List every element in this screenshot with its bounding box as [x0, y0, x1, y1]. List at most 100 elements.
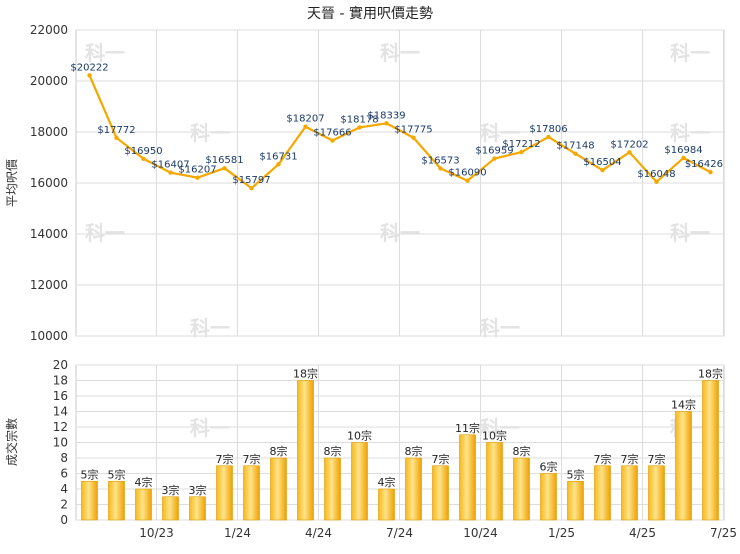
x-tick-label: 7/24	[386, 526, 413, 540]
price-point	[357, 125, 362, 130]
price-data-label: $16426	[685, 159, 723, 170]
price-data-label: $17775	[394, 125, 432, 136]
volume-bar-label: 7宗	[648, 452, 666, 466]
watermark-text: 科一	[85, 41, 125, 65]
watermark-text: 科一	[670, 41, 710, 65]
volume-bar-label: 14宗	[671, 398, 696, 412]
volume-y-tick-label: 4	[60, 482, 68, 496]
volume-bar	[108, 480, 125, 521]
watermark-text: 科一	[190, 121, 230, 145]
watermark-text: 科一	[190, 416, 230, 440]
volume-bar-label: 7宗	[216, 452, 234, 466]
price-data-label: $17806	[529, 124, 567, 135]
volume-bar	[675, 411, 692, 521]
volume-bar	[648, 465, 665, 521]
volume-bar	[405, 457, 422, 521]
price-point	[546, 134, 551, 140]
price-data-label: $17148	[556, 141, 594, 152]
price-data-label: $18339	[367, 110, 405, 121]
volume-bar-label: 7宗	[243, 452, 261, 466]
volume-bar	[378, 488, 395, 521]
price-data-label: $16984	[664, 145, 702, 156]
price-point	[303, 124, 308, 129]
volume-y-tick-label: 10	[53, 436, 68, 450]
price-point	[708, 169, 713, 175]
price-y-tick-label: 18000	[30, 125, 68, 139]
volume-y-tick-label: 14	[53, 405, 68, 419]
price-point	[141, 156, 146, 161]
volume-bar-label: 8宗	[270, 444, 288, 458]
price-data-label: $17666	[313, 128, 351, 139]
price-data-label: $18207	[286, 114, 324, 125]
chart-title: 天晉 - 實用呎價走勢	[307, 5, 433, 22]
volume-bar-series	[81, 380, 719, 521]
price-data-label: $15797	[232, 175, 270, 186]
watermark-text: 科一	[380, 221, 420, 245]
x-tick-label: 1/25	[548, 526, 575, 540]
volume-y-tick-label: 6	[60, 467, 68, 481]
volume-y-tick-label: 8	[60, 451, 68, 465]
price-point	[411, 135, 416, 140]
price-chart-y-axis: 10000 12000 14000 16000 18000 20000 22000	[30, 23, 68, 343]
volume-bar-label: 4宗	[378, 475, 396, 489]
volume-bar-label: 8宗	[405, 444, 423, 458]
price-y-tick-label: 16000	[30, 176, 68, 190]
volume-bar-label: 4宗	[135, 475, 153, 489]
volume-bar	[297, 380, 314, 521]
volume-bar-label: 6宗	[540, 460, 558, 474]
volume-bar	[324, 457, 341, 521]
price-y-tick-label: 20000	[30, 74, 68, 88]
watermark-text: 科一	[670, 221, 710, 245]
x-tick-label: 10/24	[463, 526, 498, 540]
volume-bar-label: 10宗	[347, 429, 372, 443]
price-point	[384, 121, 389, 126]
volume-bar-label: 5宗	[567, 467, 585, 481]
price-line	[88, 74, 712, 190]
price-point	[519, 149, 524, 155]
price-data-label: $16573	[421, 155, 459, 166]
price-data-label: $16959	[475, 146, 513, 157]
volume-bar-label: 7宗	[594, 452, 612, 466]
price-data-label: $16207	[178, 165, 216, 176]
price-point	[627, 150, 632, 155]
volume-bar-label: 5宗	[81, 467, 99, 481]
volume-bar-label: 7宗	[432, 452, 450, 466]
price-point	[573, 151, 578, 156]
price-point	[222, 165, 227, 171]
volume-bar	[540, 473, 557, 521]
volume-y-tick-label: 16	[53, 389, 68, 403]
volume-chart-grid	[75, 364, 725, 521]
volume-y-tick-label: 18	[53, 374, 68, 388]
volume-bar-label: 11宗	[455, 421, 480, 435]
volume-bar	[81, 480, 98, 521]
price-point	[681, 155, 686, 161]
x-tick-label: 7/25	[710, 526, 737, 540]
volume-bar	[216, 465, 233, 521]
volume-bar	[351, 442, 368, 521]
watermark-text: 科一	[480, 316, 520, 340]
price-line-series	[87, 73, 713, 191]
volume-bar	[486, 442, 503, 521]
volume-bar	[702, 380, 719, 521]
price-data-label: $16950	[124, 146, 162, 157]
price-data-label: $18178	[340, 114, 378, 125]
volume-y-tick-label: 12	[53, 420, 68, 434]
volume-bar	[135, 488, 152, 521]
price-point	[276, 162, 281, 167]
volume-bar	[567, 480, 584, 521]
price-point	[249, 185, 254, 191]
watermark-text: 科一	[670, 121, 710, 145]
price-point-labels: $20222 $17772 $16950 $16407$16207$16581 $157…	[70, 62, 723, 186]
x-tick-label: 4/25	[629, 526, 656, 540]
price-chart-grid	[75, 29, 725, 337]
volume-bar	[270, 457, 287, 521]
price-y-tick-label: 10000	[30, 329, 68, 343]
volume-bar-label: 3宗	[162, 483, 180, 497]
volume-bar-label: 10宗	[482, 429, 507, 443]
price-data-label: $16407	[151, 160, 189, 171]
price-point	[195, 175, 200, 180]
